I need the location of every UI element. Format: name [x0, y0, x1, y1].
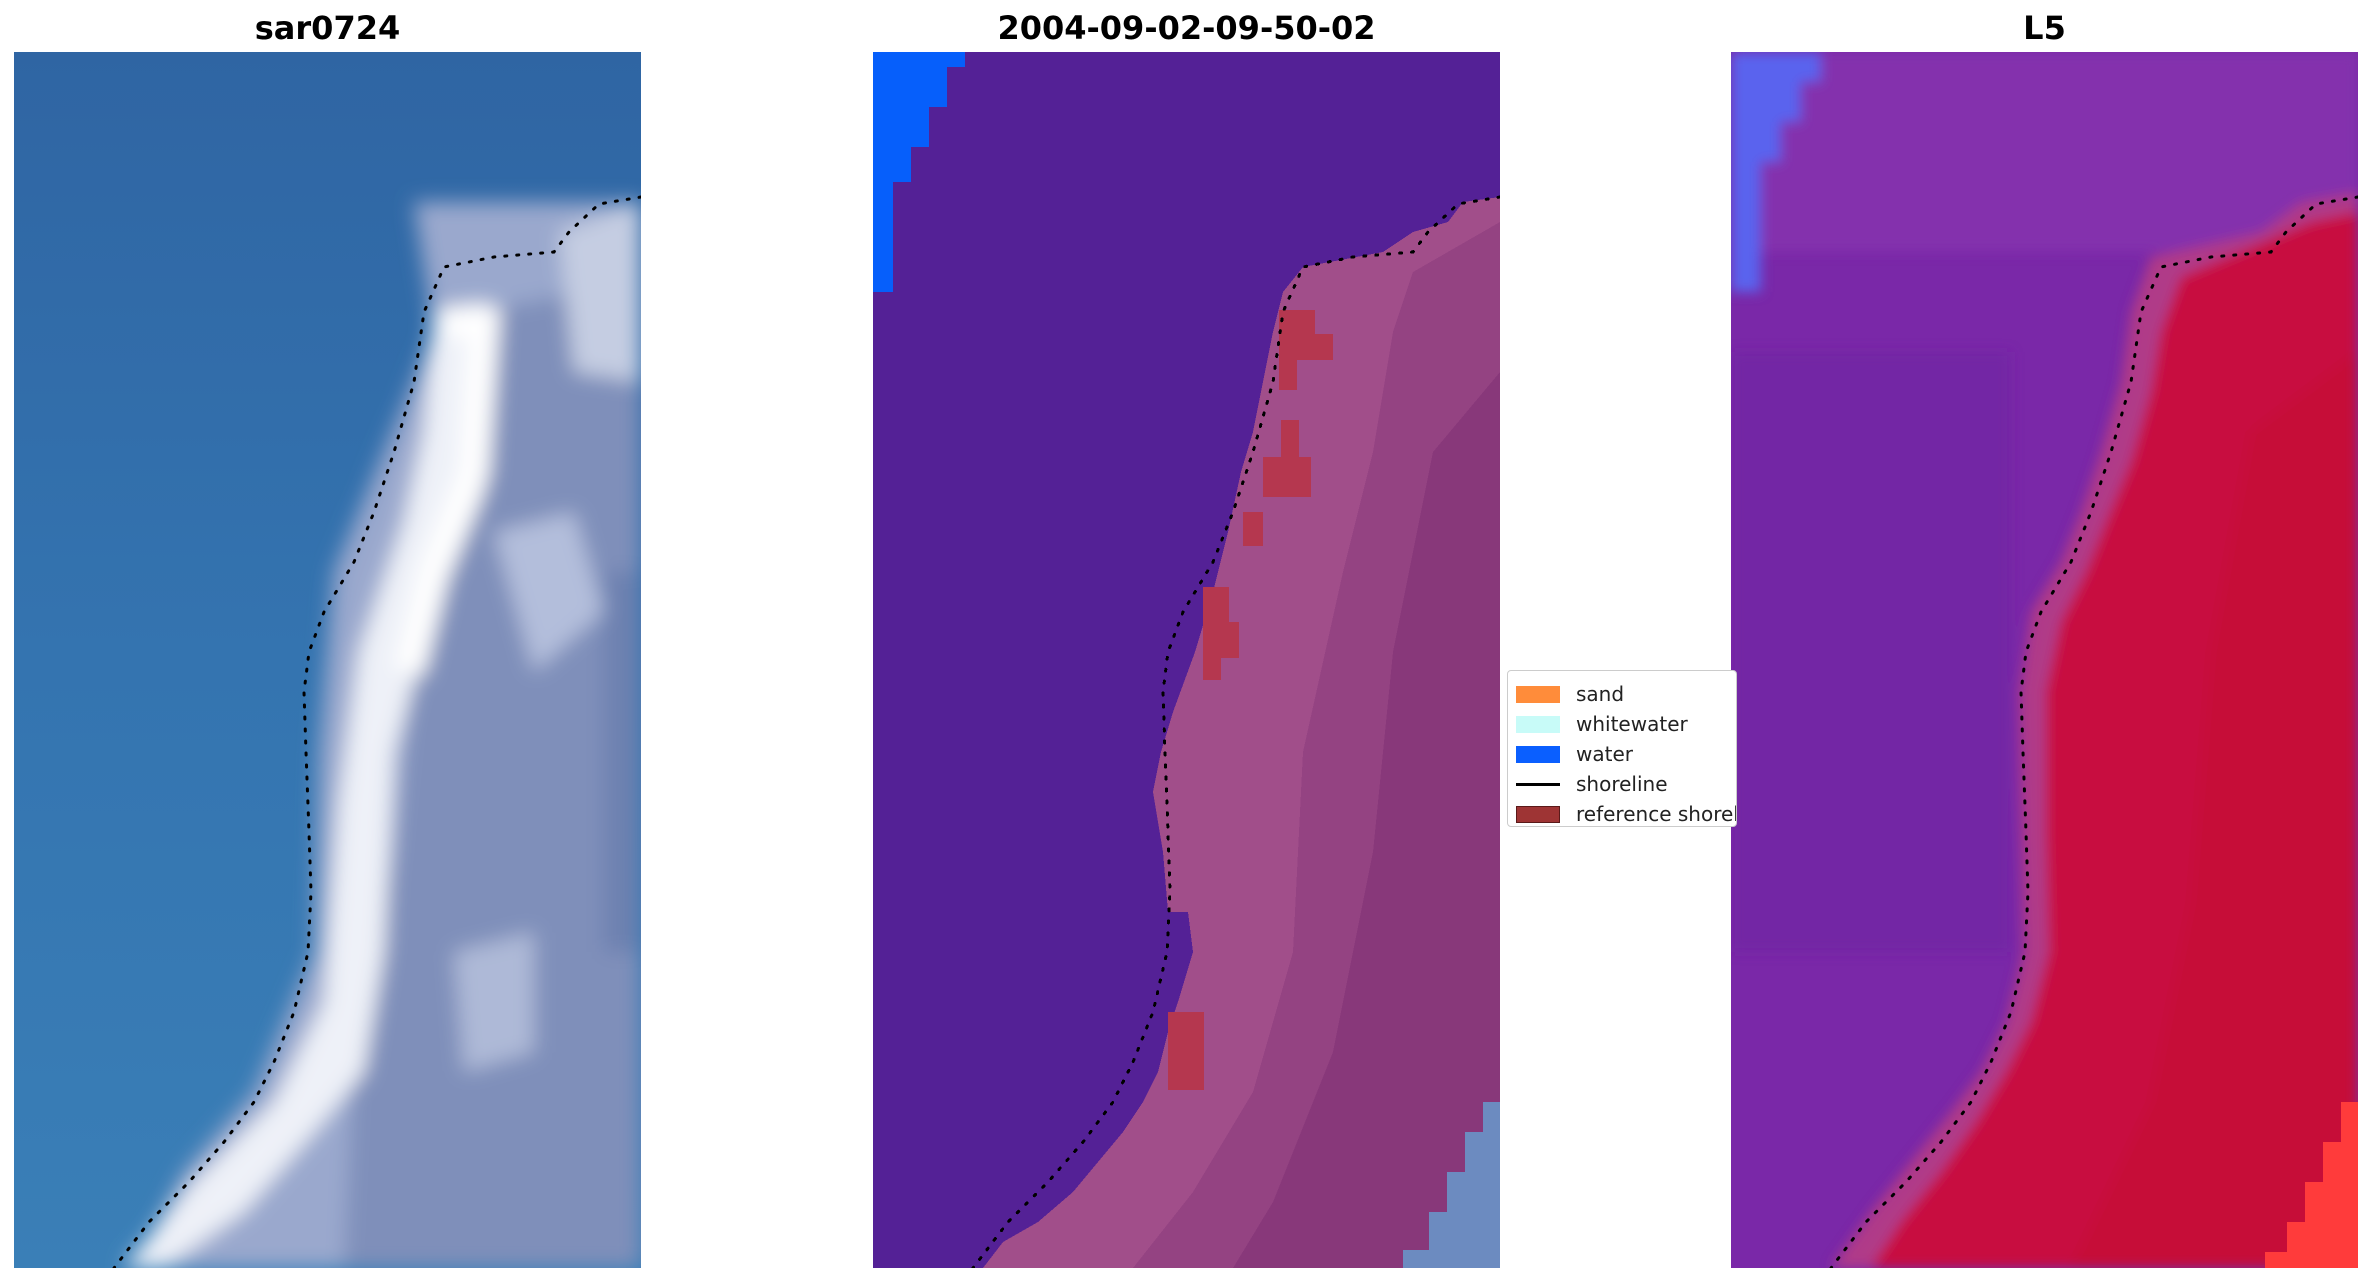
legend-label: shoreline [1576, 772, 1668, 796]
whitewater-swatch [1516, 715, 1560, 733]
index-panel [1731, 52, 2358, 1268]
legend-label: whitewater [1576, 712, 1688, 736]
legend-label: reference shoreline [1576, 802, 1736, 826]
classification-image [873, 52, 1500, 1268]
shoreline-dots-3 [1829, 195, 2358, 1268]
water-swatch [1516, 745, 1560, 763]
legend-item-whitewater: whitewater [1516, 711, 1688, 737]
legend-label: water [1576, 742, 1633, 766]
rgb-image [14, 52, 641, 1268]
legend-item-reference-shoreline: reference shoreline [1516, 801, 1736, 826]
rgb-image-panel [14, 52, 641, 1268]
legend-item-shoreline: shoreline [1516, 771, 1668, 797]
legend-item-water: water [1516, 741, 1633, 767]
sand-swatch [1516, 685, 1560, 703]
legend-item-sand: sand [1516, 681, 1624, 707]
shoreline-dots-1 [112, 195, 641, 1268]
panel-title-classification: 2004-09-02-09-50-02 [997, 9, 1376, 47]
reference-shoreline-swatch [1516, 805, 1560, 823]
classification-panel [873, 52, 1500, 1268]
panel-title-index: L5 [2023, 9, 2066, 47]
legend-label: sand [1576, 682, 1625, 706]
shoreline-line-icon [1516, 776, 1560, 793]
panel-title-rgb: sar0724 [254, 9, 401, 47]
shoreline-dots-2 [971, 195, 1500, 1268]
index-image [1731, 52, 2358, 1268]
legend: sand whitewater water shoreline referenc… [1507, 670, 1737, 827]
